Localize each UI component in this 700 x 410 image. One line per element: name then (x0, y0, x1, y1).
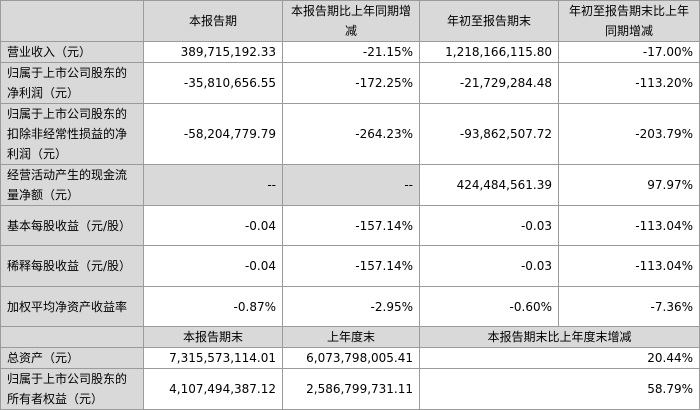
current-yoy-value: -264.23% (282, 103, 420, 165)
current-value: -- (143, 164, 283, 206)
period-change-value: 20.44% (419, 347, 700, 369)
row-label: 加权平均净资产收益率 (0, 286, 144, 327)
row-label: 经营活动产生的现金流量净额（元） (0, 164, 144, 206)
ytd-value: 424,484,561.39 (419, 164, 559, 206)
ytd-yoy-value: -113.04% (558, 205, 700, 246)
ytd-value: -21,729,284.48 (419, 62, 559, 104)
table-row: 加权平均净资产收益率 -0.87% -2.95% -0.60% -7.36% (0, 286, 700, 327)
row-label: 稀释每股收益（元/股） (0, 245, 144, 287)
row-label: 归属于上市公司股东的所有者权益（元） (0, 368, 144, 410)
table-row: 归属于上市公司股东的扣除非经常性损益的净利润（元） -58,204,779.79… (0, 103, 700, 165)
ytd-yoy-value: -203.79% (558, 103, 700, 165)
header-ytd: 年初至报告期末 (419, 0, 559, 42)
row-label: 归属于上市公司股东的净利润（元） (0, 62, 144, 104)
current-value: -0.04 (143, 245, 283, 287)
table-row: 总资产（元） 7,315,573,114.01 6,073,798,005.41… (0, 347, 700, 369)
current-yoy-value: -- (282, 164, 420, 206)
current-yoy-value: -157.14% (282, 245, 420, 287)
header-current-period: 本报告期 (143, 0, 283, 42)
period-end-value: 7,315,573,114.01 (143, 347, 283, 369)
prior-year-end-value: 2,586,799,731.11 (282, 368, 420, 410)
current-value: -58,204,779.79 (143, 103, 283, 165)
prior-year-end-value: 6,073,798,005.41 (282, 347, 420, 369)
ytd-yoy-value: -113.04% (558, 245, 700, 287)
header-prior-year-end: 上年度末 (282, 326, 420, 348)
balance-header-row: 本报告期末 上年度末 本报告期末比上年度末增减 (0, 326, 700, 348)
row-label: 基本每股收益（元/股） (0, 205, 144, 246)
table-row: 稀释每股收益（元/股） -0.04 -157.14% -0.03 -113.04… (0, 245, 700, 287)
header-current-yoy: 本报告期比上年同期增减 (282, 0, 420, 42)
ytd-yoy-value: -17.00% (558, 41, 700, 63)
table-row: 基本每股收益（元/股） -0.04 -157.14% -0.03 -113.04… (0, 205, 700, 246)
period-end-value: 4,107,494,387.12 (143, 368, 283, 410)
ytd-yoy-value: 97.97% (558, 164, 700, 206)
header-ytd-yoy: 年初至报告期末比上年同期增减 (558, 0, 700, 42)
current-value: -0.87% (143, 286, 283, 327)
row-label: 营业收入（元） (0, 41, 144, 63)
table-header-row: 本报告期 本报告期比上年同期增减 年初至报告期末 年初至报告期末比上年同期增减 (0, 0, 700, 42)
header-blank-cell (0, 0, 144, 42)
table-row: 归属于上市公司股东的所有者权益（元） 4,107,494,387.12 2,58… (0, 368, 700, 410)
table-row: 归属于上市公司股东的净利润（元） -35,810,656.55 -172.25%… (0, 62, 700, 104)
row-label: 总资产（元） (0, 347, 144, 369)
current-yoy-value: -21.15% (282, 41, 420, 63)
header-period-change: 本报告期末比上年度末增减 (419, 326, 700, 348)
table-row: 经营活动产生的现金流量净额（元） -- -- 424,484,561.39 97… (0, 164, 700, 206)
period-change-value: 58.79% (419, 368, 700, 410)
current-yoy-value: -2.95% (282, 286, 420, 327)
table-row: 营业收入（元） 389,715,192.33 -21.15% 1,218,166… (0, 41, 700, 63)
balance-header-blank-cell (0, 326, 144, 348)
current-yoy-value: -157.14% (282, 205, 420, 246)
ytd-value: -0.60% (419, 286, 559, 327)
row-label: 归属于上市公司股东的扣除非经常性损益的净利润（元） (0, 103, 144, 165)
current-value: 389,715,192.33 (143, 41, 283, 63)
ytd-value: -0.03 (419, 245, 559, 287)
header-period-end: 本报告期末 (143, 326, 283, 348)
current-yoy-value: -172.25% (282, 62, 420, 104)
ytd-yoy-value: -7.36% (558, 286, 700, 327)
current-value: -0.04 (143, 205, 283, 246)
ytd-value: 1,218,166,115.80 (419, 41, 559, 63)
ytd-value: -93,862,507.72 (419, 103, 559, 165)
ytd-yoy-value: -113.20% (558, 62, 700, 104)
ytd-value: -0.03 (419, 205, 559, 246)
current-value: -35,810,656.55 (143, 62, 283, 104)
